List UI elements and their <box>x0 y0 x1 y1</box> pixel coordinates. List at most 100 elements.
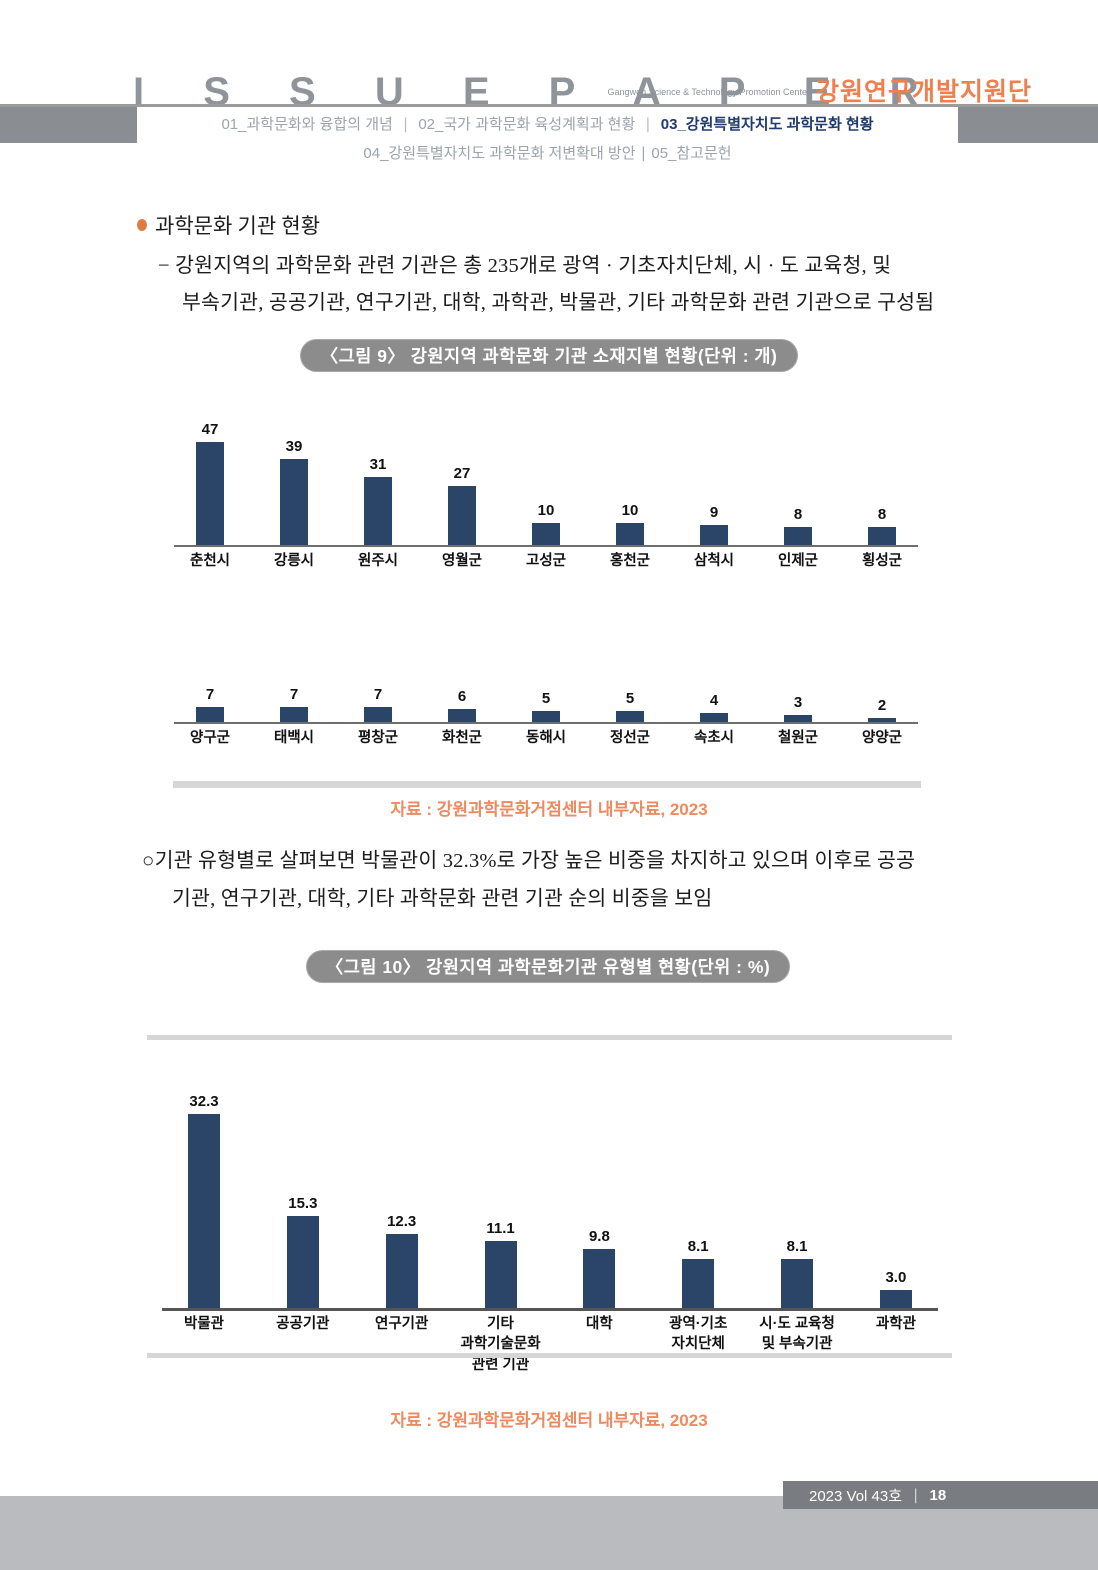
chart-column: 47 춘천시 <box>170 415 250 571</box>
category-label: 강릉시 <box>273 553 315 569</box>
chart-column: 7 양구군 <box>170 682 250 748</box>
category-label: 박물관 <box>183 1316 225 1332</box>
bar <box>286 1216 319 1308</box>
org-name-english: Gangwon Science & Technology Promotion C… <box>607 87 810 97</box>
chart-column: 2 양양군 <box>842 682 922 748</box>
bar <box>868 527 896 545</box>
chart-column: 9.8 대학 <box>553 1086 645 1375</box>
chart-column: 8.1 시·도 교육청 및 부속기관 <box>751 1086 843 1375</box>
category-label: 정선군 <box>609 730 651 746</box>
x-axis <box>162 1308 938 1311</box>
section-heading: 과학문화 기관 현황 <box>155 214 321 238</box>
bar <box>448 708 476 722</box>
category-label: 영월군 <box>441 553 483 569</box>
bar <box>280 706 308 722</box>
chart-column: 12.3 연구기관 <box>356 1086 448 1375</box>
chart-column: 39 강릉시 <box>254 415 334 571</box>
chart-column: 8 인제군 <box>758 415 838 571</box>
bar <box>784 527 812 545</box>
figure9-title-badge: 〈그림 9〉 강원지역 과학문화 기관 소재지별 현황(단위 : 개) <box>300 339 798 372</box>
bar-value-label: 8.1 <box>786 1238 808 1256</box>
bar-value-label: 11.1 <box>486 1220 515 1238</box>
category-label: 공공기관 <box>276 1316 330 1332</box>
category-label: 광역·기초 자치단체 <box>669 1316 728 1353</box>
bar-value-label: 8 <box>877 506 887 524</box>
category-label: 대학 <box>586 1316 613 1332</box>
bar-value-label: 10 <box>621 502 639 519</box>
paragraph1-line2: 부속기관, 공공기관, 연구기관, 대학, 과학관, 박물관, 기타 과학문화 … <box>182 292 935 314</box>
figure9-bottom-rule <box>173 781 921 788</box>
chart-column: 3 철원군 <box>758 682 838 748</box>
figure10-top-rule <box>147 1035 952 1040</box>
bar <box>879 1290 912 1308</box>
category-label: 태백시 <box>273 730 315 746</box>
bar <box>448 485 476 545</box>
bar-value-label: 47 <box>201 420 219 438</box>
chart-column: 6 화천군 <box>422 682 502 748</box>
category-label: 양구군 <box>189 730 231 746</box>
header-band-right <box>958 107 1098 143</box>
category-label: 춘천시 <box>189 553 231 569</box>
footer-page-number: 18 <box>929 1486 947 1504</box>
bar <box>784 715 812 722</box>
category-label: 평창군 <box>357 730 399 746</box>
figure10-source-caption: 자료 : 강원과학문화거점센터 내부자료, 2023 <box>390 1411 708 1430</box>
bar-value-label: 9 <box>709 504 719 522</box>
bar-value-label: 10 <box>537 502 555 519</box>
bar-value-label: 15.3 <box>288 1195 318 1213</box>
bar <box>616 711 644 722</box>
figure10-chart-row: 32.3 박물관 15.3 공공기관 12.3 연구기관 11.1 기타 과학기술문화 관련 … <box>158 1086 942 1375</box>
chart-column: 27 영월군 <box>422 415 502 571</box>
chart-column: 5 동해시 <box>506 682 586 748</box>
bar <box>781 1259 814 1308</box>
bar-value-label: 5 <box>625 690 635 707</box>
figure9-chart-row1: 47 춘천시 39 강릉시 31 원주시 27 영월군 10 고성군 10 홍천군 9 삼척시 8 인제군 8 횡… <box>170 415 922 571</box>
bar-value-label: 5 <box>541 690 551 707</box>
chart-column: 31 원주시 <box>338 415 418 571</box>
bar <box>364 476 392 545</box>
bar-value-label: 32.3 <box>189 1093 219 1111</box>
bar <box>188 1114 220 1308</box>
chart-column: 4 속초시 <box>674 682 754 748</box>
chart-column: 7 평창군 <box>338 682 418 748</box>
toc-separator: ∣ <box>644 116 652 133</box>
chart-column: 15.3 공공기관 <box>257 1086 349 1375</box>
paragraph2-line1: ○기관 유형별로 살펴보면 박물관이 32.3%로 가장 높은 비중을 차지하고… <box>142 850 916 872</box>
header-divider-line <box>0 104 1098 107</box>
bar <box>364 706 392 722</box>
category-label: 원주시 <box>357 553 399 569</box>
chart-column: 11.1 기타 과학기술문화 관련 기관 <box>455 1086 547 1375</box>
toc-item-02: 02_국가 과학문화 육성계획과 현황 <box>418 116 636 133</box>
chart-column: 10 홍천군 <box>590 415 670 571</box>
category-label: 철원군 <box>777 730 819 746</box>
chart-column: 32.3 박물관 <box>158 1086 250 1375</box>
bar-value-label: 8.1 <box>687 1238 709 1256</box>
category-label: 고성군 <box>525 553 567 569</box>
bar <box>484 1241 517 1308</box>
category-label: 인제군 <box>777 553 819 569</box>
bullet-icon <box>137 219 147 231</box>
chart-column: 8.1 광역·기초 자치단체 <box>652 1086 744 1375</box>
category-label: 동해시 <box>525 730 567 746</box>
bar <box>700 525 728 545</box>
toc-item-01: 01_과학문화와 융합의 개념 <box>221 116 393 133</box>
toc-separator: ∣ <box>401 116 410 133</box>
toc-item-03-active: 03_강원특별자치도 과학문화 현황 <box>660 116 874 133</box>
paragraph1-line1: − 강원지역의 과학문화 관련 기관은 총 235개로 광역 · 기초자치단체,… <box>158 255 892 277</box>
issue-paper-logo: I S S U E P A P E R <box>133 70 934 114</box>
category-label: 양양군 <box>861 730 903 746</box>
category-label: 과학관 <box>875 1316 916 1332</box>
figure9-chart-row2: 7 양구군 7 태백시 7 평창군 6 화천군 5 동해시 5 정선군 4 속초시 3 철원군 2 양양군 <box>170 682 922 748</box>
bar <box>385 1234 418 1308</box>
category-label: 속초시 <box>693 730 735 746</box>
org-name-korean: 강원연구개발지원단 <box>816 78 1033 106</box>
category-label: 화천군 <box>441 730 483 746</box>
bar-value-label: 7 <box>289 685 299 703</box>
bar-value-label: 7 <box>205 685 215 703</box>
bar <box>196 706 224 722</box>
chart-column: 9 삼척시 <box>674 415 754 571</box>
x-axis <box>174 545 918 547</box>
chart-column: 8 횡성군 <box>842 415 922 571</box>
category-label: 시·도 교육청 및 부속기관 <box>759 1316 835 1353</box>
footer-issue-label: 2023 Vol 43호 <box>809 1487 903 1505</box>
